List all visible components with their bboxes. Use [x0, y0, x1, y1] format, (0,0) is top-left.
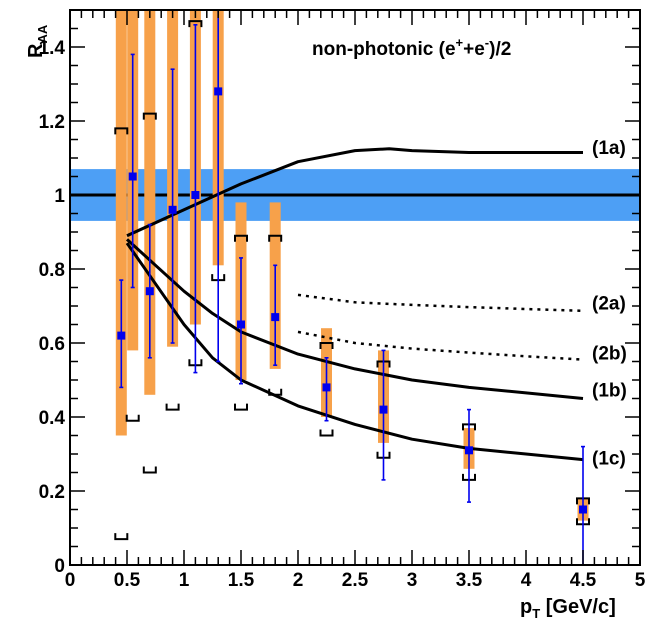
x-tick-label-2: 1 — [179, 570, 190, 591]
upper-bracket-8 — [319, 342, 334, 349]
curve-label-1: (2a) — [592, 293, 626, 314]
x-axis-title: pT [GeV/c] — [520, 596, 616, 621]
x-tick-label-10: 5 — [635, 570, 646, 591]
lower-bracket-1 — [125, 414, 140, 422]
curve-label-0: (1a) — [592, 138, 626, 159]
lower-bracket-0 — [114, 533, 129, 541]
upper-bracket-0 — [114, 127, 129, 135]
text-layer: non-photonic (e++e-)/2 pT [GeV/c] RAA — [25, 24, 616, 621]
lower-bracket-7 — [268, 388, 283, 396]
data-point-11 — [579, 505, 587, 514]
x-tick-label-4: 2 — [293, 570, 304, 591]
data-point-9 — [379, 405, 388, 414]
data-point-layer — [117, 10, 587, 565]
data-point-6 — [237, 320, 245, 329]
x-tick-label-3: 1.5 — [228, 570, 255, 591]
upper-bracket-7 — [268, 234, 283, 242]
x-tick-label-0: 0 — [65, 570, 76, 591]
data-point-1 — [128, 172, 137, 181]
lower-bracket-6 — [234, 403, 248, 411]
upper-bracket-6 — [234, 234, 248, 242]
data-point-10 — [465, 446, 473, 455]
y-tick-label-4: 0.8 — [39, 260, 65, 281]
data-point-8 — [322, 383, 331, 392]
x-tick-label-9: 4.5 — [570, 570, 597, 591]
y-axis-title: RAA — [25, 24, 50, 58]
reference-band-layer — [70, 169, 640, 221]
upper-bracket-2 — [142, 112, 157, 120]
lower-bracket-2 — [142, 466, 157, 474]
x-tick-label-8: 4 — [521, 570, 532, 591]
y-tick-label-1: 0.2 — [39, 482, 65, 503]
systematic-box-layer — [115, 10, 589, 521]
curve-label-2: (2b) — [592, 343, 627, 364]
data-point-7 — [271, 313, 280, 322]
y-tick-label-2: 0.4 — [39, 408, 66, 429]
plot-frame — [69, 9, 641, 566]
model-curve-0 — [126, 147, 583, 238]
y-tick-label-5: 1 — [54, 186, 65, 207]
curve-label-4: (1c) — [592, 449, 626, 470]
y-tick-label-3: 0.6 — [39, 334, 65, 355]
model-curve-1 — [297, 293, 584, 313]
y-tick-label-7: 1.4 — [39, 38, 66, 59]
data-point-5 — [214, 87, 223, 96]
model-curve-2 — [297, 330, 584, 361]
data-point-4 — [191, 191, 200, 199]
model-curve-3 — [125, 238, 584, 400]
curve-label-3: (1b) — [592, 380, 627, 401]
upper-bracket-4 — [188, 20, 203, 28]
data-point-3 — [168, 205, 177, 214]
model-curve-4 — [125, 242, 584, 462]
y-tick-label-6: 1.2 — [39, 112, 65, 133]
data-point-2 — [145, 287, 154, 296]
data-point-0 — [117, 331, 126, 340]
axes-layer: 0 0.5 1 1.5 2 2.5 3 3.5 4 4.5 5 0 0.2 0.4 0.6 0.8 1 1.2 1.… — [39, 9, 646, 591]
x-tick-label-6: 3 — [407, 570, 418, 591]
x-tick-label-5: 2.5 — [342, 570, 369, 591]
lower-bracket-8 — [319, 429, 334, 437]
x-tick-label-7: 3.5 — [456, 570, 483, 591]
syst-box-2 — [144, 10, 156, 395]
model-curve-layer: (1a) (2a) (2b) (1b) (1c) — [125, 138, 627, 470]
x-tick-label-1: 0.5 — [114, 570, 141, 591]
syst-box-0 — [115, 10, 127, 436]
bracket-layer — [114, 20, 590, 541]
chart-title: non-photonic (e++e-)/2 — [312, 35, 511, 60]
lower-bracket-3 — [165, 403, 180, 411]
y-tick-label-0: 0 — [54, 556, 65, 577]
